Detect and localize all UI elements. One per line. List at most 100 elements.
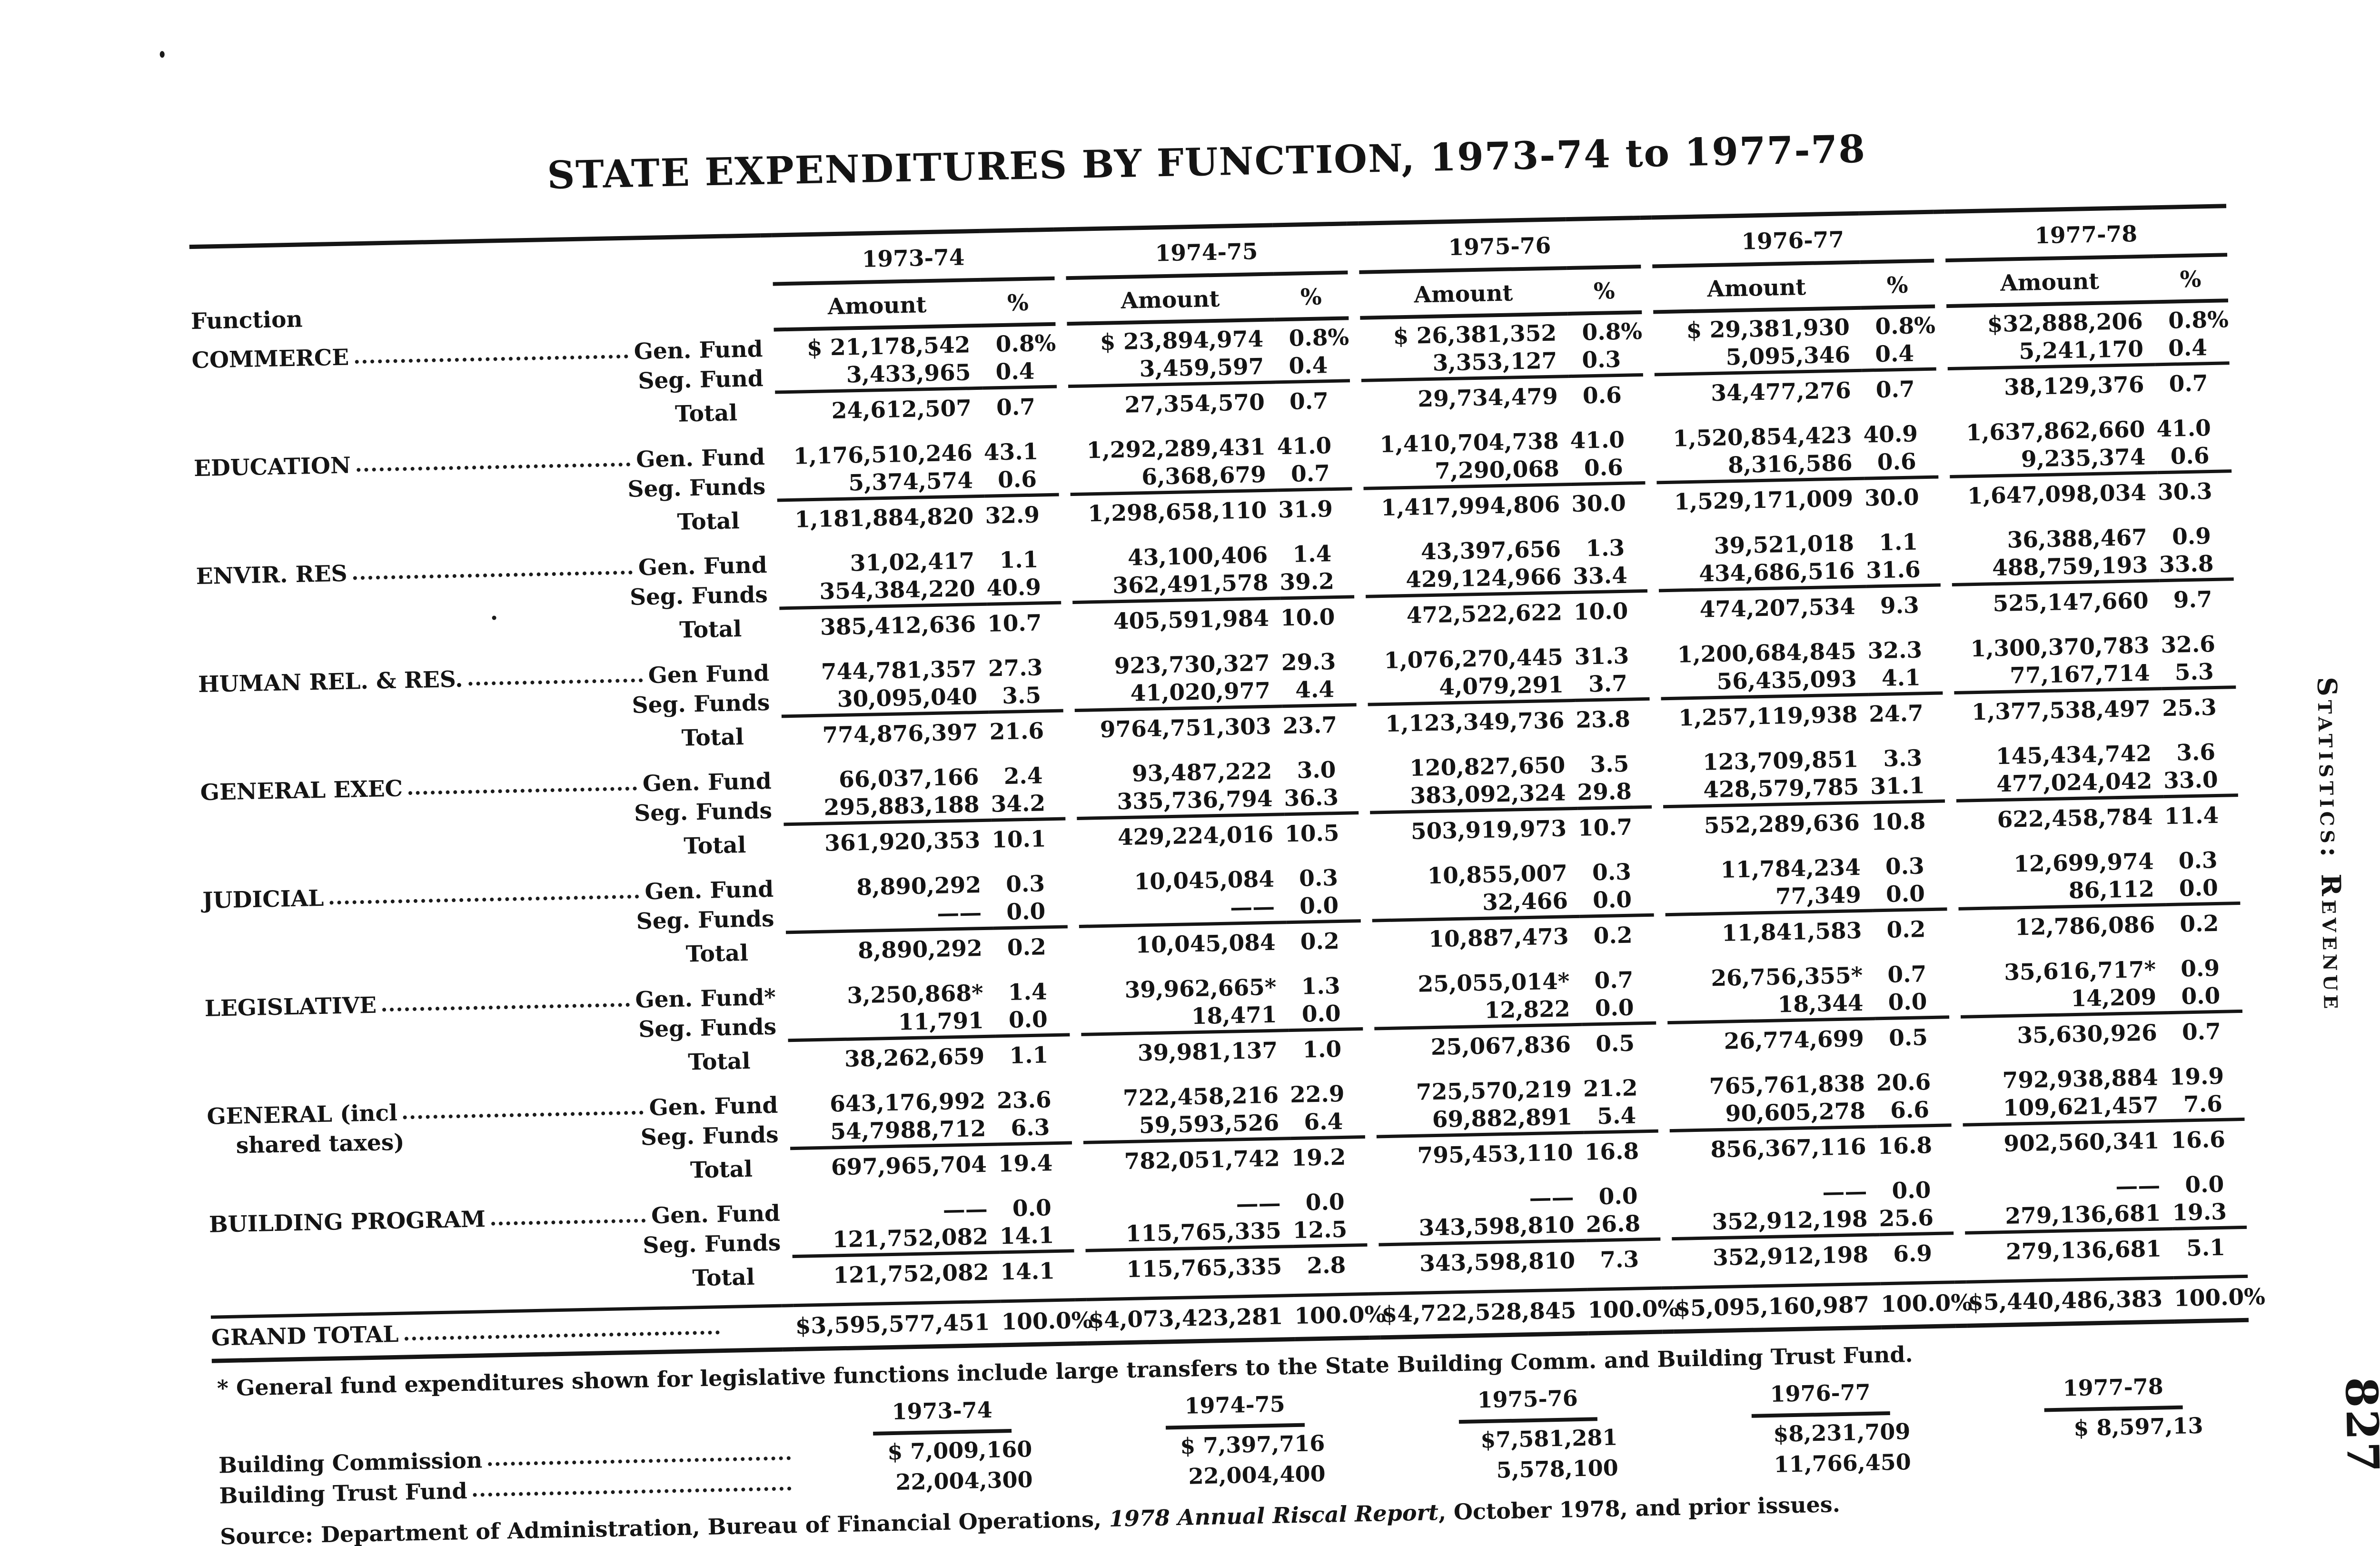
percent-cell: 21.2	[1583, 1075, 1638, 1102]
percent-cell: 100.0%	[2173, 1276, 2265, 1319]
fund-label: Gen. Fund	[635, 444, 765, 473]
percent-cell: 43.1	[983, 438, 1039, 466]
percent-cell: 0.0	[2184, 1171, 2224, 1199]
amount-cell: 54,7988,712	[789, 1115, 998, 1149]
source-report-title: 1978 Annual Riscal Report	[1109, 1499, 1439, 1532]
percent-cell: 0.7	[1289, 388, 1329, 415]
amount-cell: 774,876,397	[822, 719, 979, 749]
percent-cell: 1.4	[1292, 541, 1332, 568]
page-title: STATE EXPENDITURES BY FUNCTION, 1973-74 …	[546, 126, 1866, 198]
dot-leader	[382, 1002, 630, 1012]
amount-cell: 43,100,406	[1127, 542, 1268, 571]
amount-cell: 123,709,851	[1702, 746, 1859, 776]
percent-cell: 0.0	[1872, 880, 1947, 911]
percent-cell: 0.3	[1568, 345, 1643, 377]
percent-cell: 0.2	[1007, 934, 1047, 961]
percent-cell: 30.0	[1864, 484, 1920, 512]
amount-cell: 18,344	[1666, 989, 1875, 1023]
percent-cell: 32.3	[1867, 637, 1923, 664]
percent-header: %	[1860, 260, 1935, 308]
percent-cell: 2.4	[1003, 763, 1043, 790]
amount-cell: 383,092,324	[1369, 779, 1578, 813]
percent-cell: 3.0	[1297, 757, 1336, 784]
amount-cell: 9,235,374	[1949, 443, 2158, 477]
percent-cell: 0.0	[1305, 1189, 1345, 1216]
amount-cell: 697,965,704	[831, 1151, 987, 1181]
percent-cell: 0.2	[1886, 916, 1926, 943]
amount-cell: 115,765,335	[1085, 1217, 1293, 1251]
function-name: GENERAL (incl	[206, 1100, 398, 1130]
amount-cell: 1,637,862,660	[1965, 416, 2145, 446]
amount-cell: 10,855,007	[1427, 860, 1568, 890]
percent-cell: 41.0	[1570, 426, 1625, 455]
percent-cell: 30.3	[2157, 478, 2213, 506]
percent-cell: 29.8	[1577, 777, 1652, 809]
amount-cell: 622,458,784	[1997, 803, 2153, 833]
amount-cell: 1,529,171,009	[1674, 486, 1854, 515]
amount-cell: 41,020,977	[1074, 677, 1282, 711]
percent-cell: 0.0	[1598, 1183, 1638, 1210]
function-name: HUMAN REL. & RES.	[198, 666, 463, 698]
amount-cell: 8,890,292	[857, 935, 983, 964]
amount-cell: 354,384,220	[779, 575, 987, 608]
amount-cell: 43,397,656	[1420, 536, 1561, 565]
percent-cell: 0.0	[1286, 892, 1361, 922]
total-label: Total	[677, 508, 740, 535]
amount-cell: 477,024,042	[1955, 767, 2164, 801]
amount-cell: 343,598,810	[1419, 1248, 1576, 1277]
percent-cell: 0.7	[1875, 376, 1915, 404]
building-amount-cell: 5,578,100	[1496, 1455, 1619, 1483]
dot-leader	[468, 678, 643, 686]
percent-cell: 0.0	[1581, 993, 1656, 1025]
amount-cell: 856,367,116	[1710, 1133, 1867, 1163]
year-header: 1973-74	[772, 229, 1055, 284]
percent-cell: 0.7	[1277, 459, 1352, 490]
amount-cell: 25,055,014*	[1417, 968, 1570, 998]
percent-cell: 10.7	[987, 610, 1042, 637]
percent-cell: 1.3	[1301, 972, 1341, 1000]
total-label: Total	[690, 1156, 753, 1184]
percent-cell: 1.1	[1009, 1042, 1049, 1069]
percent-cell: 0.8%	[995, 330, 1056, 358]
building-amount-cell: 11,766,450	[1774, 1449, 1912, 1477]
function-name-cont: shared taxes)	[236, 1129, 405, 1159]
percent-cell: 31.9	[1278, 496, 1333, 524]
percent-cell: 41.0	[1277, 433, 1332, 460]
amount-cell: 3,459,597	[1067, 353, 1276, 386]
percent-cell: 19.3	[2172, 1198, 2247, 1229]
amount-cell: 93,487,222	[1131, 758, 1272, 787]
percent-cell: 0.0	[1012, 1195, 1052, 1222]
fund-label: Seg. Funds	[627, 473, 766, 503]
amount-header: Amount	[1945, 256, 2154, 307]
amount-cell: 10,045,084	[1135, 929, 1276, 959]
amount-cell: 361,920,353	[824, 827, 981, 857]
percent-cell: 9.3	[1880, 592, 1920, 620]
amount-cell: 3,433,965	[774, 358, 983, 393]
amount-cell: 14,209	[1960, 983, 2168, 1017]
percent-header: %	[1273, 272, 1349, 320]
amount-cell: 35,616,717*	[2003, 956, 2156, 986]
percent-cell: 39.2	[1279, 567, 1355, 598]
year-header: 1977-78	[1944, 206, 2228, 261]
year-header: 1976-77	[1674, 1375, 1967, 1419]
percent-cell: 1.4	[1008, 979, 1048, 1006]
percent-cell: 0.0	[995, 1005, 1070, 1037]
amount-cell: 552,289,636	[1704, 810, 1860, 839]
percent-cell: 0.6	[2156, 442, 2232, 473]
year-header: 1973-74	[795, 1392, 1089, 1437]
amount-cell: 39,981,137	[1137, 1037, 1278, 1067]
amount-cell: 38,129,376	[2003, 371, 2145, 401]
percent-cell: 0.7	[1594, 967, 1634, 994]
amount-cell: 11,784,234	[1720, 854, 1861, 883]
percent-cell: 27.3	[988, 654, 1043, 682]
percent-cell: 0.9	[2172, 523, 2211, 550]
function-name: ENVIR. RES	[196, 560, 348, 590]
amount-cell: 3,353,127	[1360, 347, 1569, 381]
amount-cell: 405,591,984	[1113, 605, 1269, 635]
amount-cell: ——	[1236, 1190, 1281, 1218]
amount-cell: 10,045,084	[1134, 866, 1275, 895]
fund-label: Gen. Fund*	[635, 984, 776, 1013]
percent-cell: 23.8	[1575, 706, 1631, 733]
amount-cell: ——	[942, 1196, 988, 1223]
percent-cell: 40.9	[986, 573, 1061, 605]
